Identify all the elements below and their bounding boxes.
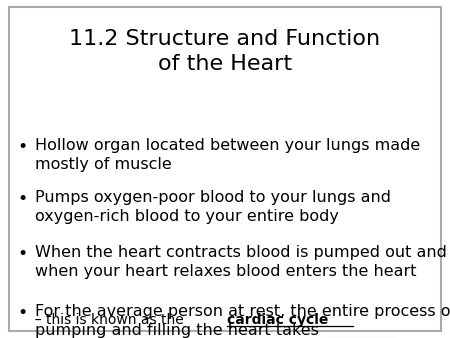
Text: Hollow organ located between your lungs made
mostly of muscle: Hollow organ located between your lungs … (35, 138, 420, 172)
Text: •: • (18, 245, 28, 263)
Text: – this is known as the: – this is known as the (26, 313, 189, 327)
Text: •: • (18, 190, 28, 208)
Text: •: • (18, 138, 28, 156)
Text: •: • (18, 304, 28, 322)
Text: cardiac cycle: cardiac cycle (227, 313, 328, 327)
Text: When the heart contracts blood is pumped out and
when your heart relaxes blood e: When the heart contracts blood is pumped… (35, 245, 447, 280)
Text: For the average person at rest, the entire process of
pumping and filling the he: For the average person at rest, the enti… (35, 304, 450, 338)
Text: 11.2 Structure and Function
of the Heart: 11.2 Structure and Function of the Heart (69, 29, 381, 74)
Text: Pumps oxygen-poor blood to your lungs and
oxygen-rich blood to your entire body: Pumps oxygen-poor blood to your lungs an… (35, 190, 391, 224)
